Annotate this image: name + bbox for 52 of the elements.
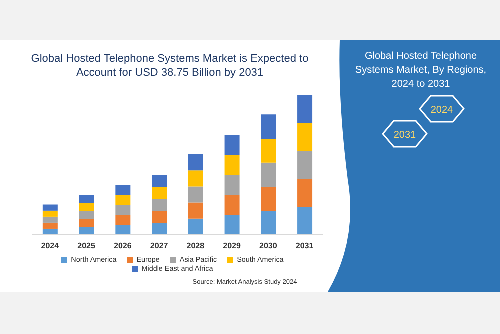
x-tick-label: 2024 — [41, 242, 60, 251]
bar — [152, 176, 168, 188]
bar — [261, 211, 276, 235]
bar — [261, 114, 276, 140]
x-tick-label: 2028 — [186, 242, 206, 251]
bar — [298, 95, 313, 123]
chart-title: Global Hosted Telephone Systems Market is Expected to Account for USD 38.75 Billion by 2031 — [30, 52, 310, 80]
bar — [224, 155, 240, 175]
bar — [224, 195, 240, 216]
bar — [152, 211, 168, 224]
bar — [188, 170, 204, 187]
bar — [116, 205, 131, 216]
bar — [152, 199, 168, 212]
bar — [79, 219, 94, 228]
bar — [116, 215, 131, 226]
bar — [188, 154, 204, 171]
bar — [116, 185, 131, 196]
bar — [152, 223, 168, 235]
bar — [42, 204, 58, 211]
bar — [224, 135, 240, 156]
bar — [42, 216, 58, 223]
x-tick-label: 2029 — [223, 242, 242, 251]
bar — [188, 202, 204, 219]
bar — [188, 186, 204, 203]
bar — [298, 123, 313, 151]
bar — [261, 139, 276, 163]
bar — [42, 228, 58, 235]
x-tick-label: 2027 — [150, 242, 169, 251]
text: 2024 — [430, 105, 454, 116]
bar — [79, 211, 94, 220]
bar — [261, 162, 276, 188]
x-tick-label: 2031 — [296, 242, 314, 251]
bar — [224, 174, 240, 196]
bar — [42, 222, 58, 229]
x-tick-label: 2025 — [78, 242, 96, 251]
bar — [79, 203, 94, 212]
bar — [298, 207, 313, 235]
bar — [298, 179, 313, 207]
text: Global Hosted Telephone Systems Market, By Regions, 2024 to 2031 — [354, 50, 488, 92]
x-tick-label: 2030 — [260, 242, 278, 251]
bar — [79, 227, 94, 235]
bar — [188, 218, 204, 235]
bar — [42, 210, 58, 217]
text: 2031 — [394, 130, 417, 141]
bar — [298, 151, 313, 179]
x-tick-label: 2026 — [114, 242, 132, 251]
bar — [152, 187, 168, 200]
bar — [79, 195, 94, 204]
bar — [116, 195, 131, 206]
bar — [261, 187, 276, 212]
bar — [116, 225, 131, 235]
bar — [224, 215, 240, 235]
